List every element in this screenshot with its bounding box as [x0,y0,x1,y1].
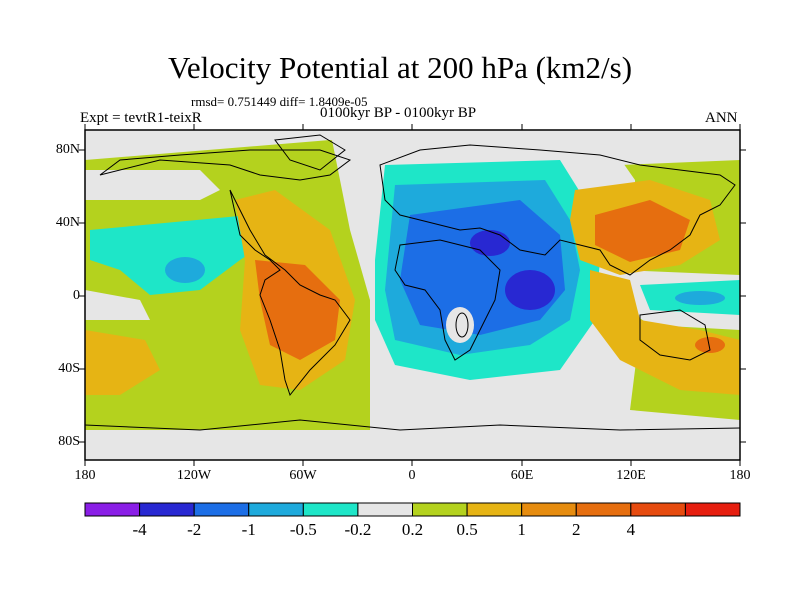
colorbar [84,502,741,517]
colorbar-label: 1 [517,520,526,539]
lat-tick-label: 40N [55,215,80,230]
season-label: ANN [705,110,738,126]
lat-axis: 80N 40N 0 40S 80S [0,0,80,600]
chart-title: Velocity Potential at 200 hPa (km2/s) [167,50,633,85]
field-pos-americas-core [255,260,340,360]
field-neutral-cap [85,130,740,165]
lat-tick-label: 40S [58,361,80,376]
colorbar-label: 0.2 [401,520,424,539]
field-neutral-npac [85,170,220,200]
lon-tick-label: 120W [176,468,212,483]
lat-tick-label: 80N [55,142,80,157]
contour-field [85,130,740,460]
coastlines [85,134,740,431]
experiment-label: Expt = tevtR1-teixR [80,110,202,126]
field-pos-spac [85,330,160,395]
colorbar-label: -4 [132,520,147,539]
field-neutral-epac [85,290,150,320]
field-neutral-madagascar [446,307,474,343]
lat-tick-label: 0 [73,288,80,303]
field-neg-wpac-core [675,291,725,305]
period-label: 0100kyr BP - 0100kyr BP [320,105,477,121]
colorbar-label: -1 [241,520,256,539]
colorbar-label: 0.5 [456,520,478,539]
colorbar-label: -0.2 [344,520,372,539]
field-neg-2-south [505,270,555,310]
colorbar-label: 4 [626,520,636,539]
lon-tick-label: 60E [510,468,534,483]
lon-tick-label: 180 [729,468,751,483]
field-neg-epac [90,215,270,295]
lon-tick-label: 180 [74,468,96,483]
colorbar-label: -2 [187,520,202,539]
lon-tick-label: 0 [408,468,416,483]
lon-tick-label: 120E [616,468,646,483]
field-pos-asia-core [595,200,690,262]
field-pos-australia-core [695,337,725,353]
colorbar-label: 2 [572,520,581,539]
field-neg-epac-core [165,257,205,283]
axis-ticks [79,124,746,466]
stats-label: rmsd= 0.751449 diff= 1.8409e-05 [191,94,368,109]
colorbar-label: -0.5 [289,520,317,539]
field-pos-australia [590,270,740,395]
lat-tick-label: 80S [58,434,80,449]
lon-tick-label: 60W [289,468,317,483]
colorbar-swatch [684,502,741,517]
